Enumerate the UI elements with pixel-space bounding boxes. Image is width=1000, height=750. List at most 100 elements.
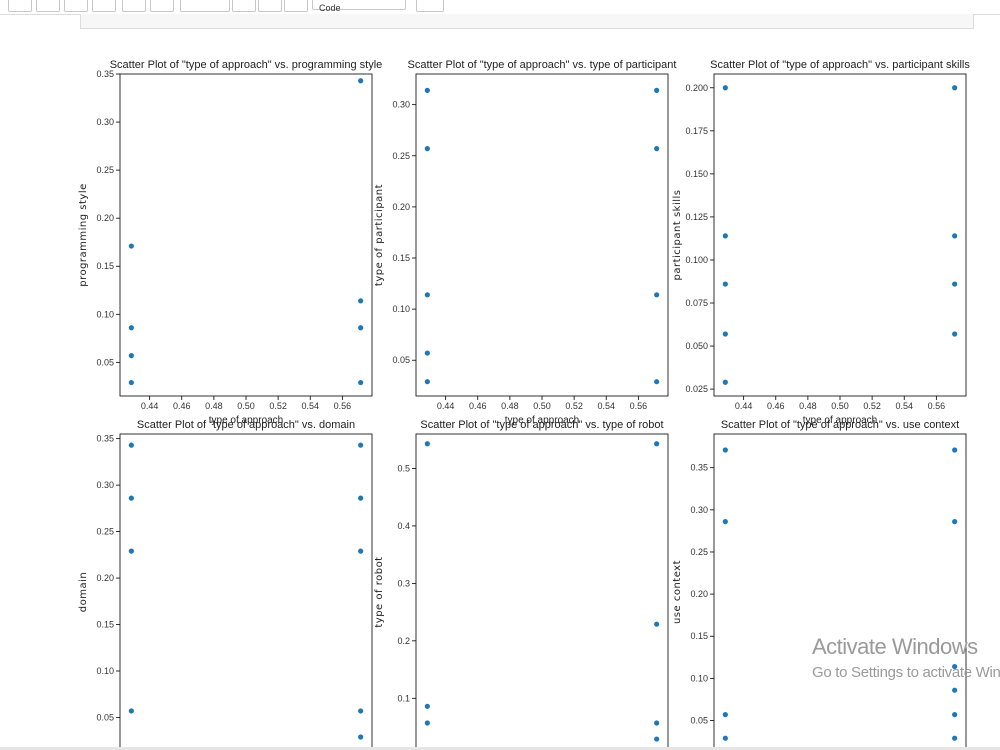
scatter-point bbox=[952, 85, 958, 91]
toolbar-button-interrupt[interactable] bbox=[232, 0, 256, 12]
toolbar-button-restart[interactable] bbox=[258, 0, 282, 12]
chart-title: Scatter Plot of "type of approach" vs. t… bbox=[420, 419, 663, 431]
toolbar-button-move-up[interactable] bbox=[150, 0, 174, 12]
y-tick-label: 0.05 bbox=[96, 712, 114, 722]
y-tick-label: 0.10 bbox=[96, 309, 114, 319]
scatter-chart-3: Scatter Plot of "type of approach" vs. p… bbox=[672, 59, 970, 426]
horizontal-scrollbar[interactable] bbox=[0, 747, 1000, 750]
y-tick-label: 0.05 bbox=[690, 716, 708, 726]
y-tick-label: 0.150 bbox=[685, 169, 708, 179]
y-tick-label: 0.30 bbox=[96, 117, 114, 127]
x-tick-label: 0.52 bbox=[269, 401, 287, 411]
y-tick-label: 0.25 bbox=[96, 527, 114, 537]
y-tick-label: 0.100 bbox=[685, 255, 708, 265]
scatter-point bbox=[952, 447, 958, 453]
chart-title: Scatter Plot of "type of approach" vs. p… bbox=[710, 59, 970, 71]
x-tick-label: 0.44 bbox=[735, 401, 753, 411]
scatter-point bbox=[358, 708, 364, 714]
toolbar-button-copy[interactable] bbox=[92, 0, 116, 12]
y-tick-label: 0.25 bbox=[392, 151, 410, 161]
scatter-point bbox=[722, 85, 728, 91]
y-tick-label: 0.15 bbox=[96, 261, 114, 271]
y-axis-label: domain bbox=[78, 572, 89, 612]
x-tick-label: 0.44 bbox=[141, 401, 159, 411]
toolbar-button-restart-run[interactable] bbox=[284, 0, 308, 12]
toolbar-button-save[interactable] bbox=[8, 0, 32, 12]
cell-type-select[interactable]: Code bbox=[312, 0, 406, 13]
chart-title: Scatter Plot of "type of approach" vs. t… bbox=[408, 59, 677, 71]
scatter-point bbox=[128, 353, 134, 359]
y-tick-label: 0.15 bbox=[96, 620, 114, 630]
scatter-chart-1: Scatter Plot of "type of approach" vs. p… bbox=[78, 59, 382, 426]
y-tick-label: 0.20 bbox=[96, 213, 114, 223]
toolbar-button-cut[interactable] bbox=[64, 0, 88, 12]
scatter-point bbox=[358, 442, 364, 448]
y-tick-label: 0.30 bbox=[392, 100, 410, 110]
y-tick-label: 0.175 bbox=[685, 126, 708, 136]
scatter-chart-5: Scatter Plot of "type of approach" vs. t… bbox=[374, 419, 669, 750]
scatter-point bbox=[424, 441, 430, 447]
x-tick-label: 0.46 bbox=[767, 401, 785, 411]
scatter-point bbox=[722, 735, 728, 741]
y-tick-label: 0.05 bbox=[392, 355, 410, 365]
scatter-point bbox=[722, 331, 728, 337]
scatter-point bbox=[128, 442, 134, 448]
scatter-chart-2: Scatter Plot of "type of approach" vs. t… bbox=[374, 59, 676, 426]
y-tick-label: 0.20 bbox=[392, 202, 410, 212]
scatter-point bbox=[952, 687, 958, 693]
toolbar-button-command-palette[interactable] bbox=[416, 0, 444, 12]
notebook-toolbar: Code bbox=[0, 0, 1000, 15]
y-tick-label: 0.35 bbox=[96, 69, 114, 79]
scatter-point bbox=[654, 720, 660, 726]
y-axis-label: type of robot bbox=[374, 556, 385, 627]
scatter-point bbox=[424, 350, 430, 356]
chart-title: Scatter Plot of "type of approach" vs. d… bbox=[137, 419, 355, 431]
scatter-chart-4: Scatter Plot of "type of approach" vs. d… bbox=[78, 419, 373, 750]
scatter-point bbox=[654, 441, 660, 447]
y-tick-label: 0.125 bbox=[685, 212, 708, 222]
y-tick-label: 0.35 bbox=[690, 463, 708, 473]
scatter-point bbox=[654, 292, 660, 298]
y-tick-label: 0.35 bbox=[96, 434, 114, 444]
scatter-point bbox=[128, 325, 134, 331]
y-tick-label: 0.1 bbox=[397, 693, 410, 703]
plot-frame bbox=[119, 433, 373, 750]
scatter-point bbox=[424, 146, 430, 152]
toolbar-button-paste[interactable] bbox=[122, 0, 146, 12]
scatter-point bbox=[654, 621, 660, 627]
x-tick-label: 0.50 bbox=[533, 401, 551, 411]
y-tick-label: 0.25 bbox=[690, 547, 708, 557]
toolbar-button-add-cell[interactable] bbox=[36, 0, 60, 12]
x-tick-label: 0.48 bbox=[799, 401, 817, 411]
chart-title: Scatter Plot of "type of approach" vs. p… bbox=[110, 59, 383, 71]
scatter-point bbox=[424, 703, 430, 709]
scatter-point bbox=[722, 519, 728, 525]
toolbar-button-run[interactable] bbox=[180, 0, 230, 12]
y-axis-label: programming style bbox=[78, 183, 89, 287]
y-tick-label: 0.050 bbox=[685, 341, 708, 351]
scatter-point bbox=[952, 233, 958, 239]
x-axis-label: type of approach bbox=[803, 415, 878, 426]
scatter-point bbox=[654, 379, 660, 385]
y-tick-label: 0.2 bbox=[397, 636, 410, 646]
scatter-point bbox=[654, 87, 660, 93]
x-tick-label: 0.56 bbox=[334, 401, 352, 411]
plot-frame bbox=[415, 433, 669, 750]
x-tick-label: 0.54 bbox=[597, 401, 615, 411]
y-tick-label: 0.10 bbox=[96, 666, 114, 676]
scatter-point bbox=[952, 331, 958, 337]
plot-frame bbox=[119, 73, 373, 397]
scatter-point bbox=[952, 663, 958, 670]
plot-frame bbox=[415, 73, 669, 397]
chart-title: Scatter Plot of "type of approach" vs. u… bbox=[721, 419, 959, 431]
y-tick-label: 0.5 bbox=[397, 463, 410, 473]
y-tick-label: 0.15 bbox=[690, 631, 708, 641]
scatter-point bbox=[358, 379, 364, 386]
x-tick-label: 0.54 bbox=[895, 401, 913, 411]
scatter-point bbox=[654, 736, 660, 742]
scatter-point bbox=[952, 281, 958, 287]
y-tick-label: 0.10 bbox=[392, 304, 410, 314]
scatter-point bbox=[424, 292, 430, 298]
x-tick-label: 0.46 bbox=[173, 401, 191, 411]
notebook-cell-frame bbox=[80, 14, 974, 29]
